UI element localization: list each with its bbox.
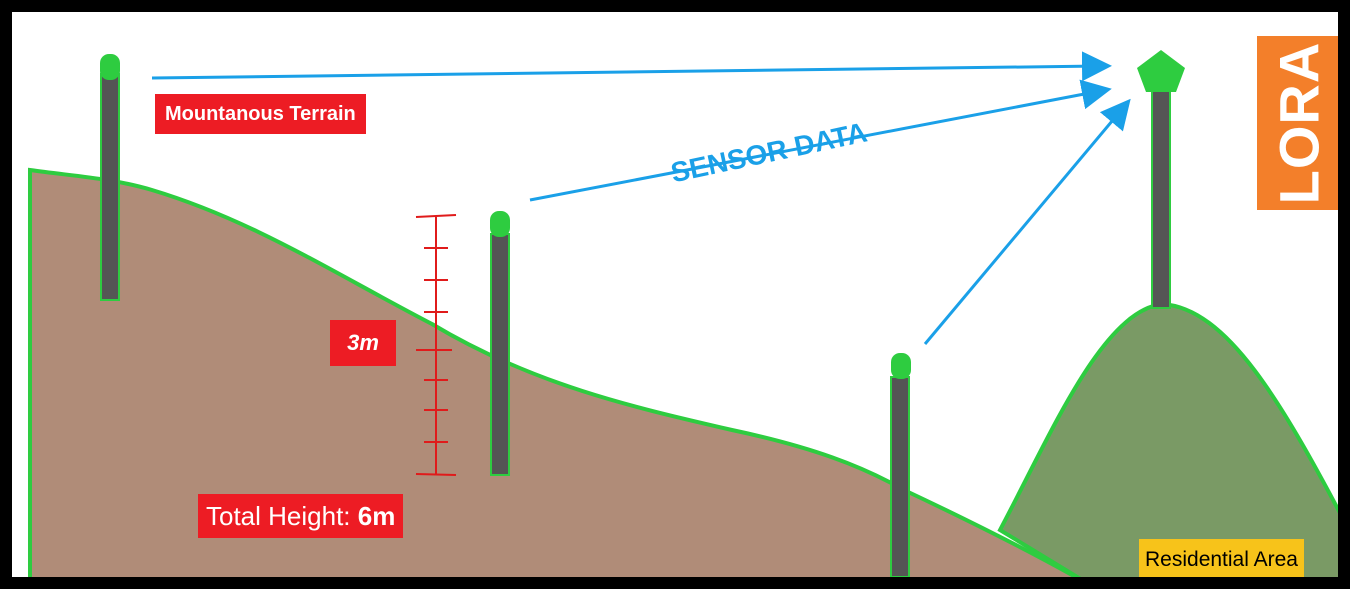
height-marker-label: 3m — [330, 320, 396, 366]
height-scale — [415, 214, 457, 476]
sensor-pole-1 — [100, 54, 120, 301]
lora-text: LORA — [1267, 41, 1331, 205]
sensor-node-icon — [100, 54, 120, 80]
sensor-pole-2 — [490, 211, 510, 476]
arrow-sensor-1 — [151, 51, 1112, 82]
total-height-label: Total Height: 6m — [198, 494, 404, 538]
sensor-node-icon — [891, 353, 911, 379]
sensor-data-arrows — [151, 51, 1131, 345]
lora-gateway-icon — [1137, 50, 1185, 92]
mountain-terrain — [28, 167, 1080, 577]
sensor-pole-3 — [890, 353, 911, 577]
residential-area-label: Residential Area — [1139, 539, 1304, 577]
diagram-canvas — [28, 50, 1338, 577]
total-height-value: 6m — [357, 501, 396, 531]
sensor-node-icon — [490, 211, 510, 237]
total-height-prefix: Total Height: — [206, 501, 358, 531]
arrow-sensor-3 — [923, 98, 1131, 345]
arrow-sensor-2 — [529, 79, 1112, 202]
terrain-label: Mountanous Terrain — [155, 94, 366, 134]
gateway-pole — [1137, 50, 1185, 309]
lora-badge: LORA — [1257, 36, 1338, 210]
